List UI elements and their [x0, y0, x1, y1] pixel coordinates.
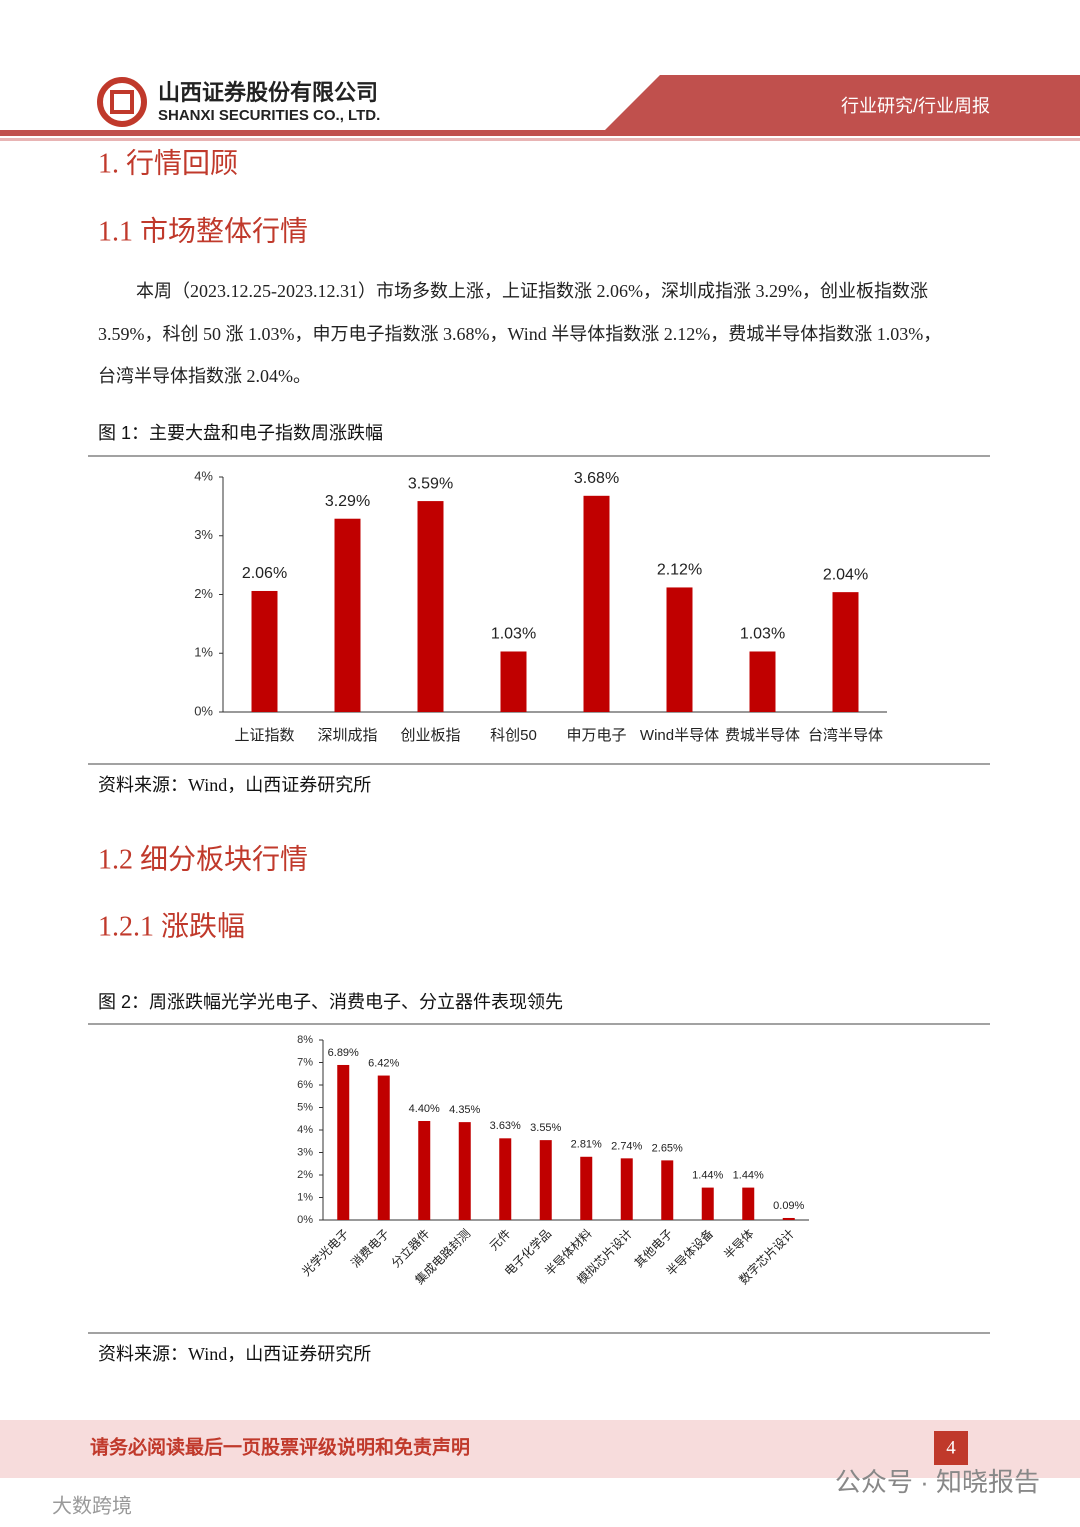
y-tick-label: 3%	[194, 527, 213, 542]
value-label: 1.44%	[733, 1170, 764, 1182]
bar	[417, 501, 444, 712]
value-label: 4.35%	[449, 1104, 480, 1116]
value-label: 2.12%	[657, 562, 702, 579]
value-label: 2.06%	[242, 565, 287, 582]
figure-source: 资料来源：Wind，山西证券研究所	[98, 775, 371, 795]
paragraph-line: 3.59%，科创 50 涨 1.03%，申万电子指数涨 3.68%，Wind 半…	[98, 324, 941, 344]
y-tick-label: 3%	[297, 1146, 313, 1158]
y-tick-label: 2%	[297, 1169, 313, 1181]
y-tick-label: 2%	[194, 586, 213, 601]
heading: 1.2 细分板块行情	[98, 843, 308, 875]
bar	[458, 1122, 471, 1220]
x-tick-label: 创业板指	[400, 726, 460, 744]
charts: 0% 1% 2% 3% 4% 2.06% 上证指数 3.29% 深圳成指 3.59% 创业板指 1.0…	[194, 468, 887, 1287]
x-tick-label: 消费电子	[348, 1226, 392, 1270]
bar	[377, 1075, 390, 1220]
value-label: 3.55%	[530, 1122, 561, 1134]
y-tick-label: 4%	[194, 468, 213, 483]
value-label: 4.40%	[409, 1103, 440, 1115]
bar	[620, 1158, 633, 1220]
value-label: 2.81%	[571, 1139, 602, 1151]
paragraph-line: 台湾半导体指数涨 2.04%。	[98, 366, 311, 386]
value-label: 2.74%	[611, 1140, 642, 1152]
bar	[749, 651, 776, 712]
bar	[782, 1217, 795, 1220]
company-en: SHANXI SECURITIES CO., LTD.	[158, 107, 380, 124]
paragraph-line: 本周（2023.12.25-2023.12.31）市场多数上涨，上证指数涨 2.…	[136, 281, 928, 301]
y-tick-label: 6%	[297, 1079, 313, 1091]
value-label: 1.44%	[692, 1170, 723, 1182]
value-label: 3.29%	[325, 493, 370, 510]
y-tick-label: 4%	[297, 1124, 313, 1136]
y-tick-label: 0%	[297, 1214, 313, 1226]
heading: 1.2.1 涨跌幅	[98, 910, 245, 942]
bar	[418, 1121, 431, 1220]
x-tick-label: 元件	[487, 1226, 514, 1253]
y-tick-label: 5%	[297, 1101, 313, 1113]
watermark: 公众号 · 知晓报告	[835, 1467, 1040, 1497]
x-tick-label: 深圳成指	[317, 727, 377, 744]
header-band	[605, 75, 1080, 130]
value-label: 3.59%	[408, 475, 453, 492]
bar	[251, 590, 278, 712]
x-tick-label: 申万电子	[566, 727, 626, 744]
x-tick-label: 光学光电子	[299, 1226, 352, 1279]
watermark: 大数跨境	[52, 1494, 132, 1517]
value-label: 3.68%	[574, 470, 619, 487]
bar	[742, 1187, 755, 1220]
figure-caption: 图 1：主要大盘和电子指数周涨跌幅	[98, 423, 383, 443]
bar	[666, 587, 693, 712]
logo	[97, 77, 147, 127]
x-tick-label: 半导体	[721, 1226, 756, 1261]
bar	[832, 592, 859, 712]
figure-caption: 图 2：周涨跌幅光学光电子、消费电子、分立器件表现领先	[98, 992, 563, 1012]
heading: 1.1 市场整体行情	[98, 215, 308, 247]
disclaimer: 请务必阅读最后一页股票评级说明和免责声明	[90, 1435, 470, 1458]
page-number: 4	[946, 1437, 956, 1458]
y-tick-label: 0%	[194, 703, 213, 718]
x-tick-label: Wind半导体	[640, 727, 719, 744]
value-label: 6.89%	[328, 1047, 359, 1059]
bar	[701, 1187, 714, 1220]
value-label: 2.65%	[652, 1142, 683, 1154]
value-label: 6.42%	[368, 1057, 399, 1069]
x-tick-label: 台湾半导体	[808, 727, 883, 744]
bar	[500, 651, 527, 712]
bar	[539, 1140, 552, 1220]
bar	[334, 518, 361, 712]
header-line-light	[0, 138, 1080, 141]
bar	[499, 1138, 512, 1220]
company-cn: 山西证券股份有限公司	[158, 80, 378, 105]
y-tick-label: 7%	[297, 1056, 313, 1068]
bar	[661, 1160, 674, 1220]
header-tag: 行业研究/行业周报	[841, 96, 990, 116]
bar	[580, 1156, 593, 1220]
x-tick-label: 上证指数	[234, 727, 294, 744]
x-tick-label: 费城半导体	[725, 727, 800, 744]
bar	[583, 495, 610, 712]
y-tick-label: 1%	[194, 645, 213, 660]
x-tick-label: 科创50	[490, 727, 537, 744]
value-label: 1.03%	[740, 626, 785, 643]
heading: 1. 行情回顾	[98, 147, 238, 179]
value-label: 0.09%	[773, 1200, 804, 1212]
value-label: 2.04%	[823, 566, 868, 583]
page-box	[934, 1431, 968, 1465]
logo-inner	[110, 90, 134, 114]
y-tick-label: 1%	[297, 1191, 313, 1203]
y-tick-label: 8%	[297, 1034, 313, 1046]
footer-band	[0, 1420, 1080, 1478]
header-line	[0, 130, 1080, 136]
figure-source: 资料来源：Wind，山西证券研究所	[98, 1344, 371, 1364]
bar	[337, 1064, 350, 1220]
value-label: 3.63%	[490, 1120, 521, 1132]
value-label: 1.03%	[491, 626, 536, 643]
